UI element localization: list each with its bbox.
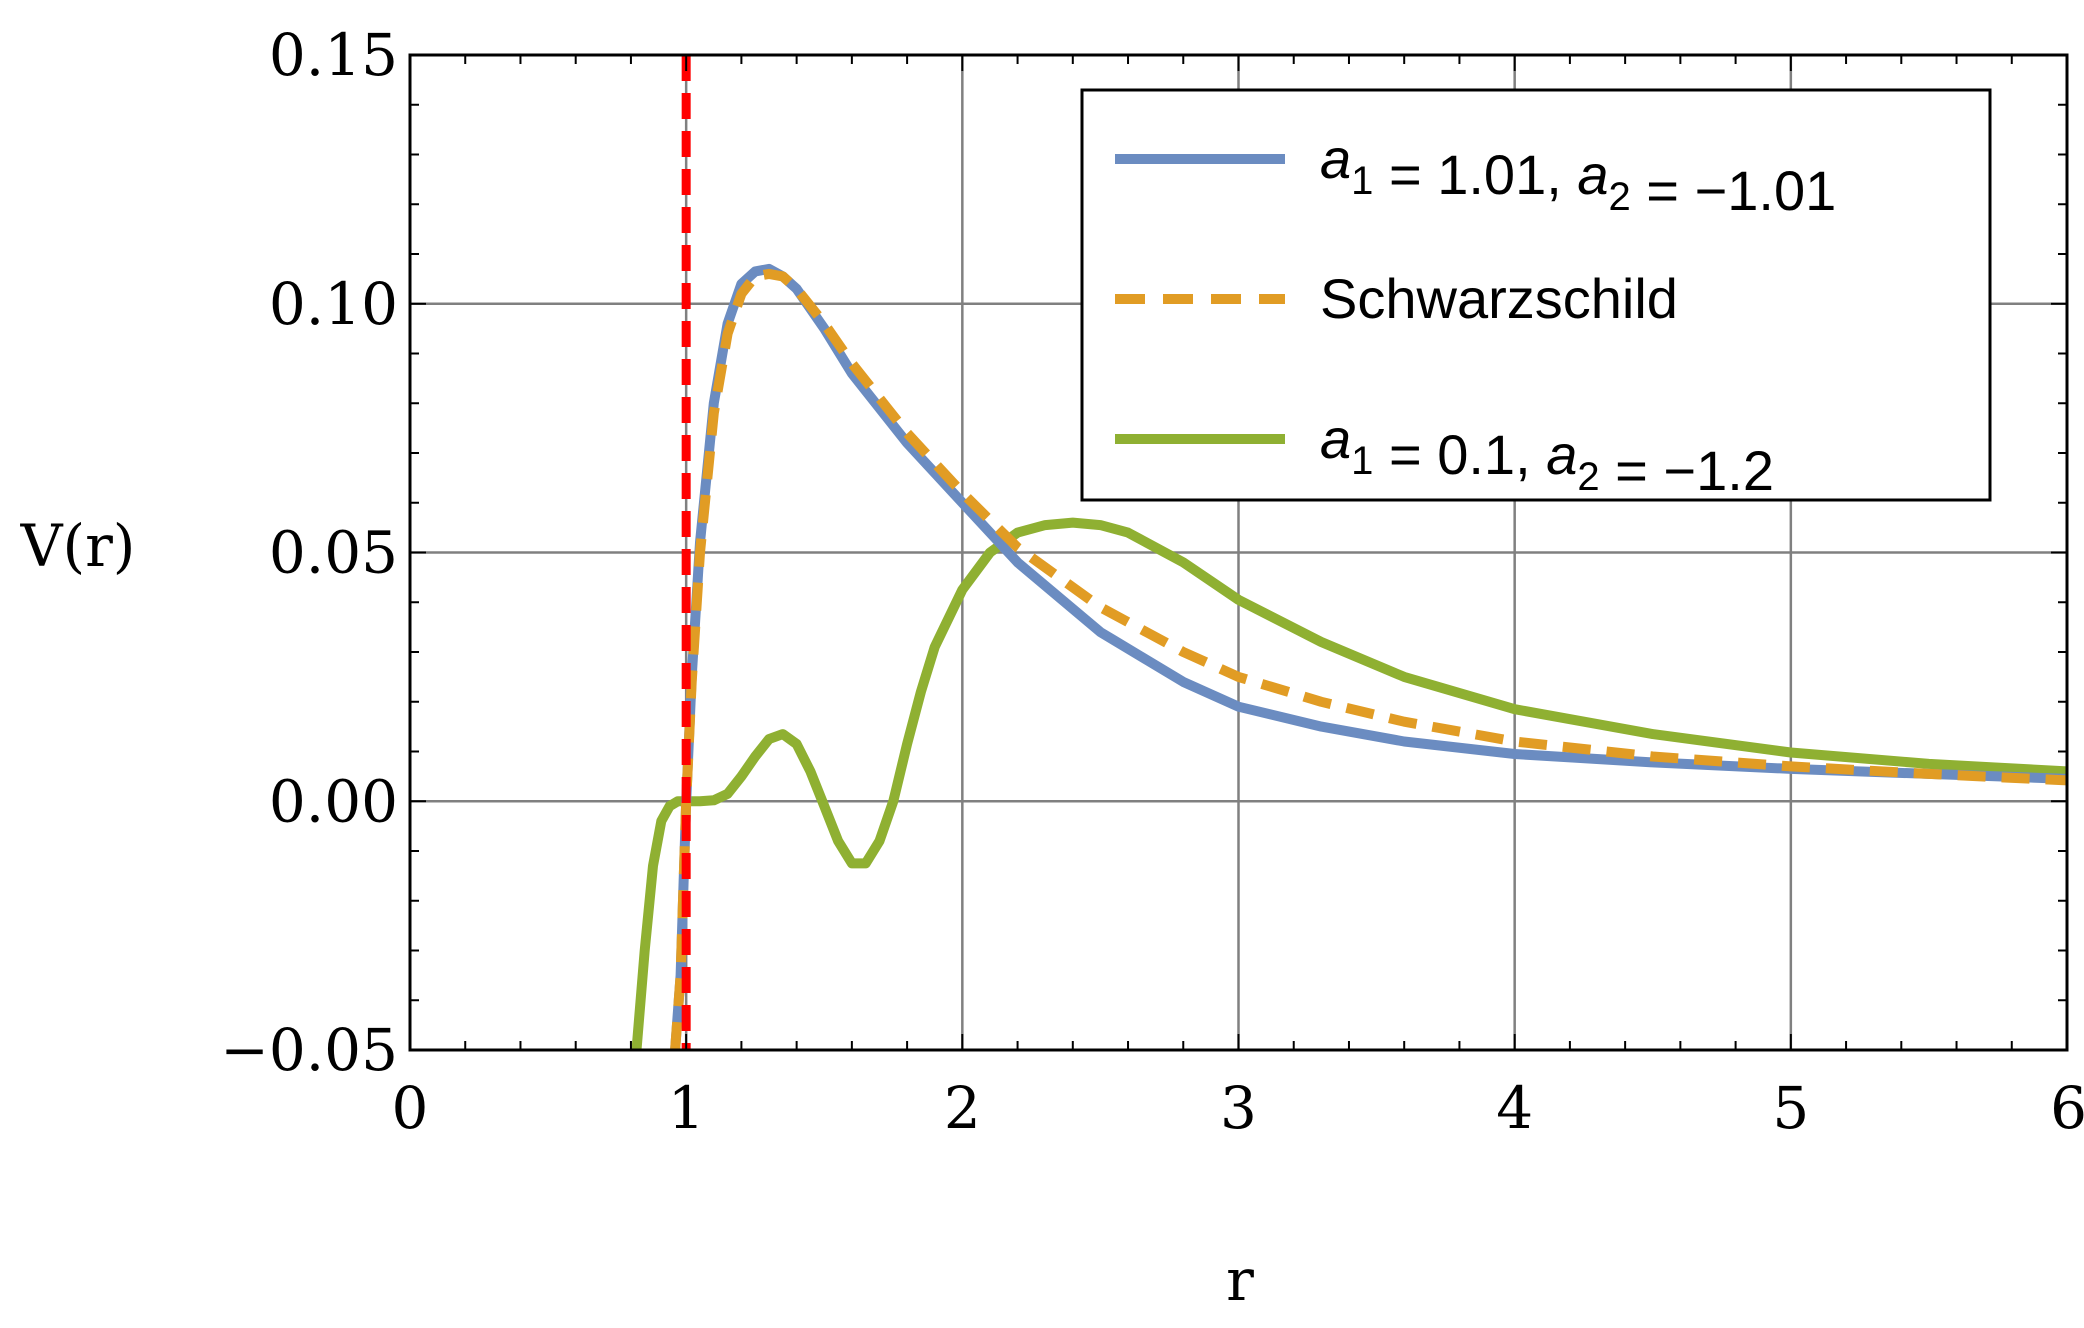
- y-tick-label: −0.05: [220, 1016, 398, 1084]
- legend-label: Schwarzschild: [1320, 267, 1678, 330]
- series-layer: [631, 55, 2067, 1050]
- y-axis-label: V(r): [20, 512, 136, 580]
- x-tick-label: 0: [392, 1074, 429, 1142]
- ticks: [409, 54, 2068, 1051]
- x-tick-label: 3: [1220, 1074, 1257, 1142]
- y-tick-label: 0.05: [269, 519, 398, 587]
- x-axis-label: r: [1226, 1246, 1254, 1314]
- legend-label: a1 = 0.1, a2 = −1.2: [1320, 407, 1774, 502]
- tick-labels: 0 1 2 3 4 5 6 −0.05 0.00 0.05 0.10 0.15: [220, 21, 2084, 1142]
- series-line: [670, 268, 2067, 1050]
- x-tick-label: 4: [1496, 1074, 1533, 1142]
- x-tick-label: 5: [1772, 1074, 1809, 1142]
- series-line: [631, 517, 2067, 1050]
- legend: a1 = 1.01, a2 = −1.01 Schwarzschild a1 = 0…: [1080, 88, 1992, 502]
- legend-label: a1 = 1.01, a2 = −1.01: [1320, 127, 1836, 222]
- y-tick-label: 0.10: [269, 270, 398, 338]
- x-tick-label: 2: [944, 1074, 981, 1142]
- y-tick-label: 0.15: [269, 21, 398, 89]
- x-tick-label: 6: [2050, 1074, 2084, 1142]
- y-tick-label: 0.00: [269, 767, 398, 835]
- x-tick-label: 1: [668, 1074, 705, 1142]
